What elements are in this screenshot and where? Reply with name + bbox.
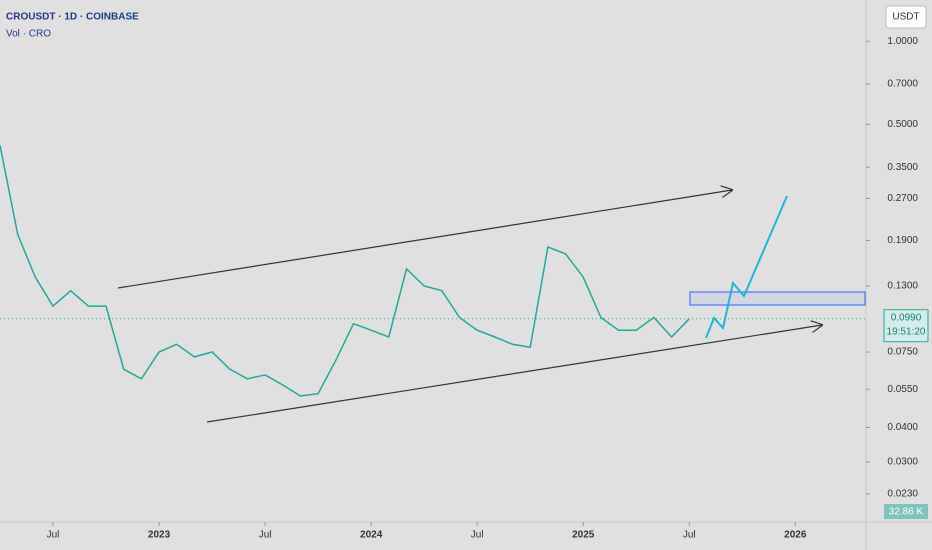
currency-button-label[interactable]: USDT: [892, 12, 919, 23]
target-zone: [689, 291, 866, 306]
x-tick-label: 2023: [148, 530, 171, 541]
symbol-title: CROUSDT · 1D · COINBASE: [6, 12, 139, 23]
y-tick-label: 0.0750: [887, 347, 918, 358]
x-tick-label: 2024: [360, 530, 383, 541]
channel-line: [206, 325, 822, 423]
y-tick-label: 0.7000: [887, 79, 918, 90]
last-price-box: [883, 309, 929, 343]
x-tick-label: 2026: [784, 530, 807, 541]
y-tick-label: 0.0550: [887, 384, 918, 395]
x-tick-label: Jul: [683, 530, 696, 541]
y-tick-label: 0.0230: [887, 489, 918, 500]
countdown: 19:51:20: [887, 326, 926, 337]
x-tick-label: Jul: [259, 530, 272, 541]
y-tick-label: 0.1900: [887, 235, 918, 246]
indicator-label: Vol · CRO: [6, 29, 51, 40]
y-tick-label: 0.3500: [887, 162, 918, 173]
volume-box: [884, 504, 928, 519]
last-price-label: 0.0990: [891, 312, 922, 323]
price-line: [0, 145, 690, 397]
channel-line: [117, 190, 732, 289]
currency-button[interactable]: [885, 5, 927, 29]
y-tick-label: 0.0400: [887, 422, 918, 433]
y-tick-label: 0.1300: [887, 281, 918, 292]
y-tick-label: 0.2700: [887, 193, 918, 204]
y-tick-label: 0.5000: [887, 119, 918, 130]
x-tick-label: Jul: [47, 530, 60, 541]
volume-label: 32.86 K: [889, 507, 924, 518]
x-tick-label: 2025: [572, 530, 595, 541]
y-tick-label: 1.0000: [887, 36, 918, 47]
y-tick-label: 0.0300: [887, 457, 918, 468]
projection-path: [705, 195, 788, 339]
x-tick-label: Jul: [471, 530, 484, 541]
